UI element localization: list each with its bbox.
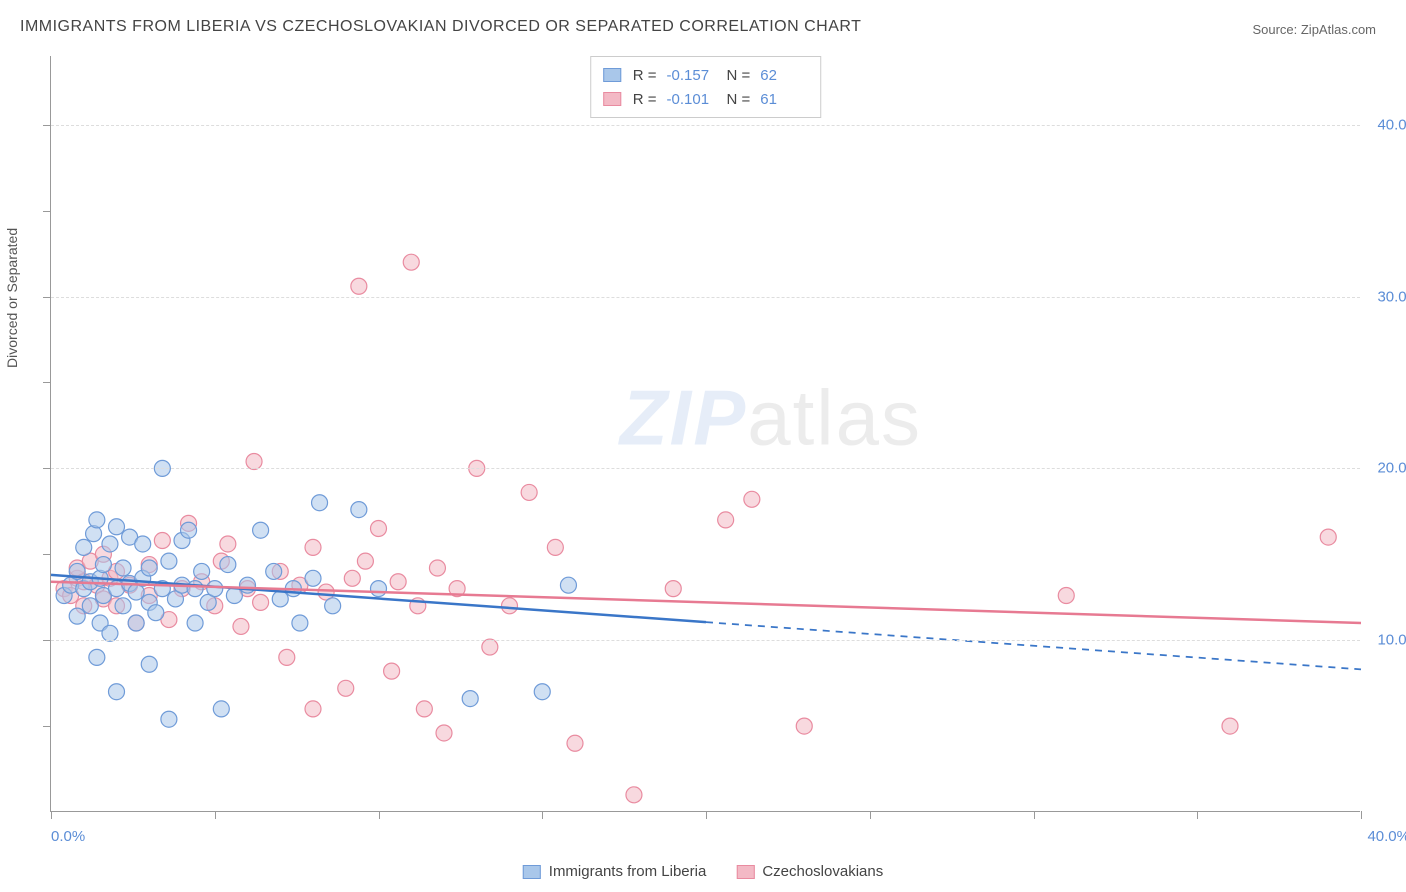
data-point-liberia (371, 581, 387, 597)
data-point-czech (351, 278, 367, 294)
data-point-czech (521, 484, 537, 500)
data-point-czech (1222, 718, 1238, 734)
data-point-czech (371, 521, 387, 537)
data-point-liberia (95, 557, 111, 573)
data-point-liberia (141, 560, 157, 576)
data-point-liberia (312, 495, 328, 511)
data-point-liberia (82, 598, 98, 614)
data-point-czech (246, 453, 262, 469)
data-point-czech (416, 701, 432, 717)
data-point-liberia (187, 581, 203, 597)
swatch-liberia (523, 865, 541, 879)
data-point-czech (1058, 588, 1074, 604)
data-point-liberia (305, 570, 321, 586)
data-point-liberia (109, 684, 125, 700)
data-point-liberia (89, 649, 105, 665)
data-point-czech (154, 533, 170, 549)
swatch-czech (736, 865, 754, 879)
data-point-liberia (272, 591, 288, 607)
data-point-liberia (135, 536, 151, 552)
data-point-liberia (128, 615, 144, 631)
data-point-czech (547, 539, 563, 555)
data-point-czech (567, 735, 583, 751)
data-point-czech (357, 553, 373, 569)
y-tick-label: 10.0% (1377, 632, 1406, 649)
source-label: Source: ZipAtlas.com (1252, 22, 1376, 37)
legend-label-czech: Czechoslovakians (762, 863, 883, 880)
data-point-czech (305, 539, 321, 555)
chart-title: IMMIGRANTS FROM LIBERIA VS CZECHOSLOVAKI… (20, 18, 861, 36)
x-tick-min: 0.0% (51, 828, 85, 845)
data-point-czech (279, 649, 295, 665)
data-point-liberia (115, 560, 131, 576)
data-point-czech (429, 560, 445, 576)
regression-line-liberia-extrapolated (706, 622, 1361, 669)
data-point-czech (220, 536, 236, 552)
data-point-liberia (89, 512, 105, 528)
data-point-liberia (207, 581, 223, 597)
data-point-czech (305, 701, 321, 717)
data-point-liberia (187, 615, 203, 631)
data-point-liberia (76, 539, 92, 555)
data-point-liberia (325, 598, 341, 614)
data-point-liberia (102, 625, 118, 641)
y-tick-label: 30.0% (1377, 288, 1406, 305)
data-point-czech (744, 491, 760, 507)
data-point-liberia (148, 605, 164, 621)
plot-svg (51, 56, 1360, 811)
grid-line (51, 125, 1360, 126)
data-point-liberia (560, 577, 576, 593)
data-point-czech (344, 570, 360, 586)
bottom-legend: Immigrants from Liberia Czechoslovakians (523, 863, 883, 880)
legend-label-liberia: Immigrants from Liberia (549, 863, 707, 880)
data-point-liberia (253, 522, 269, 538)
data-point-liberia (181, 522, 197, 538)
legend-item-czech: Czechoslovakians (736, 863, 883, 880)
chart-area: ZIPatlas R = -0.157 N = 62 R = -0.101 N … (50, 56, 1360, 812)
data-point-czech (403, 254, 419, 270)
data-point-liberia (69, 608, 85, 624)
data-point-liberia (462, 691, 478, 707)
data-point-liberia (161, 553, 177, 569)
data-point-liberia (292, 615, 308, 631)
y-tick-label: 40.0% (1377, 116, 1406, 133)
data-point-czech (718, 512, 734, 528)
data-point-liberia (115, 598, 131, 614)
data-point-czech (626, 787, 642, 803)
data-point-czech (338, 680, 354, 696)
legend-item-liberia: Immigrants from Liberia (523, 863, 707, 880)
data-point-czech (390, 574, 406, 590)
data-point-czech (796, 718, 812, 734)
data-point-liberia (141, 656, 157, 672)
grid-line (51, 640, 1360, 641)
data-point-liberia (194, 563, 210, 579)
data-point-czech (502, 598, 518, 614)
data-point-liberia (351, 502, 367, 518)
y-tick-label: 20.0% (1377, 460, 1406, 477)
data-point-czech (233, 618, 249, 634)
data-point-liberia (102, 536, 118, 552)
data-point-liberia (240, 577, 256, 593)
data-point-czech (253, 594, 269, 610)
data-point-liberia (266, 563, 282, 579)
grid-line (51, 297, 1360, 298)
data-point-czech (436, 725, 452, 741)
data-point-czech (1320, 529, 1336, 545)
data-point-liberia (534, 684, 550, 700)
data-point-czech (665, 581, 681, 597)
data-point-czech (384, 663, 400, 679)
data-point-liberia (109, 519, 125, 535)
grid-line (51, 468, 1360, 469)
y-axis-title: Divorced or Separated (4, 228, 20, 368)
data-point-liberia (226, 588, 242, 604)
regression-line-czech (51, 582, 1361, 623)
data-point-liberia (220, 557, 236, 573)
data-point-liberia (161, 711, 177, 727)
x-tick-max: 40.0% (1367, 828, 1406, 845)
data-point-liberia (213, 701, 229, 717)
data-point-czech (482, 639, 498, 655)
